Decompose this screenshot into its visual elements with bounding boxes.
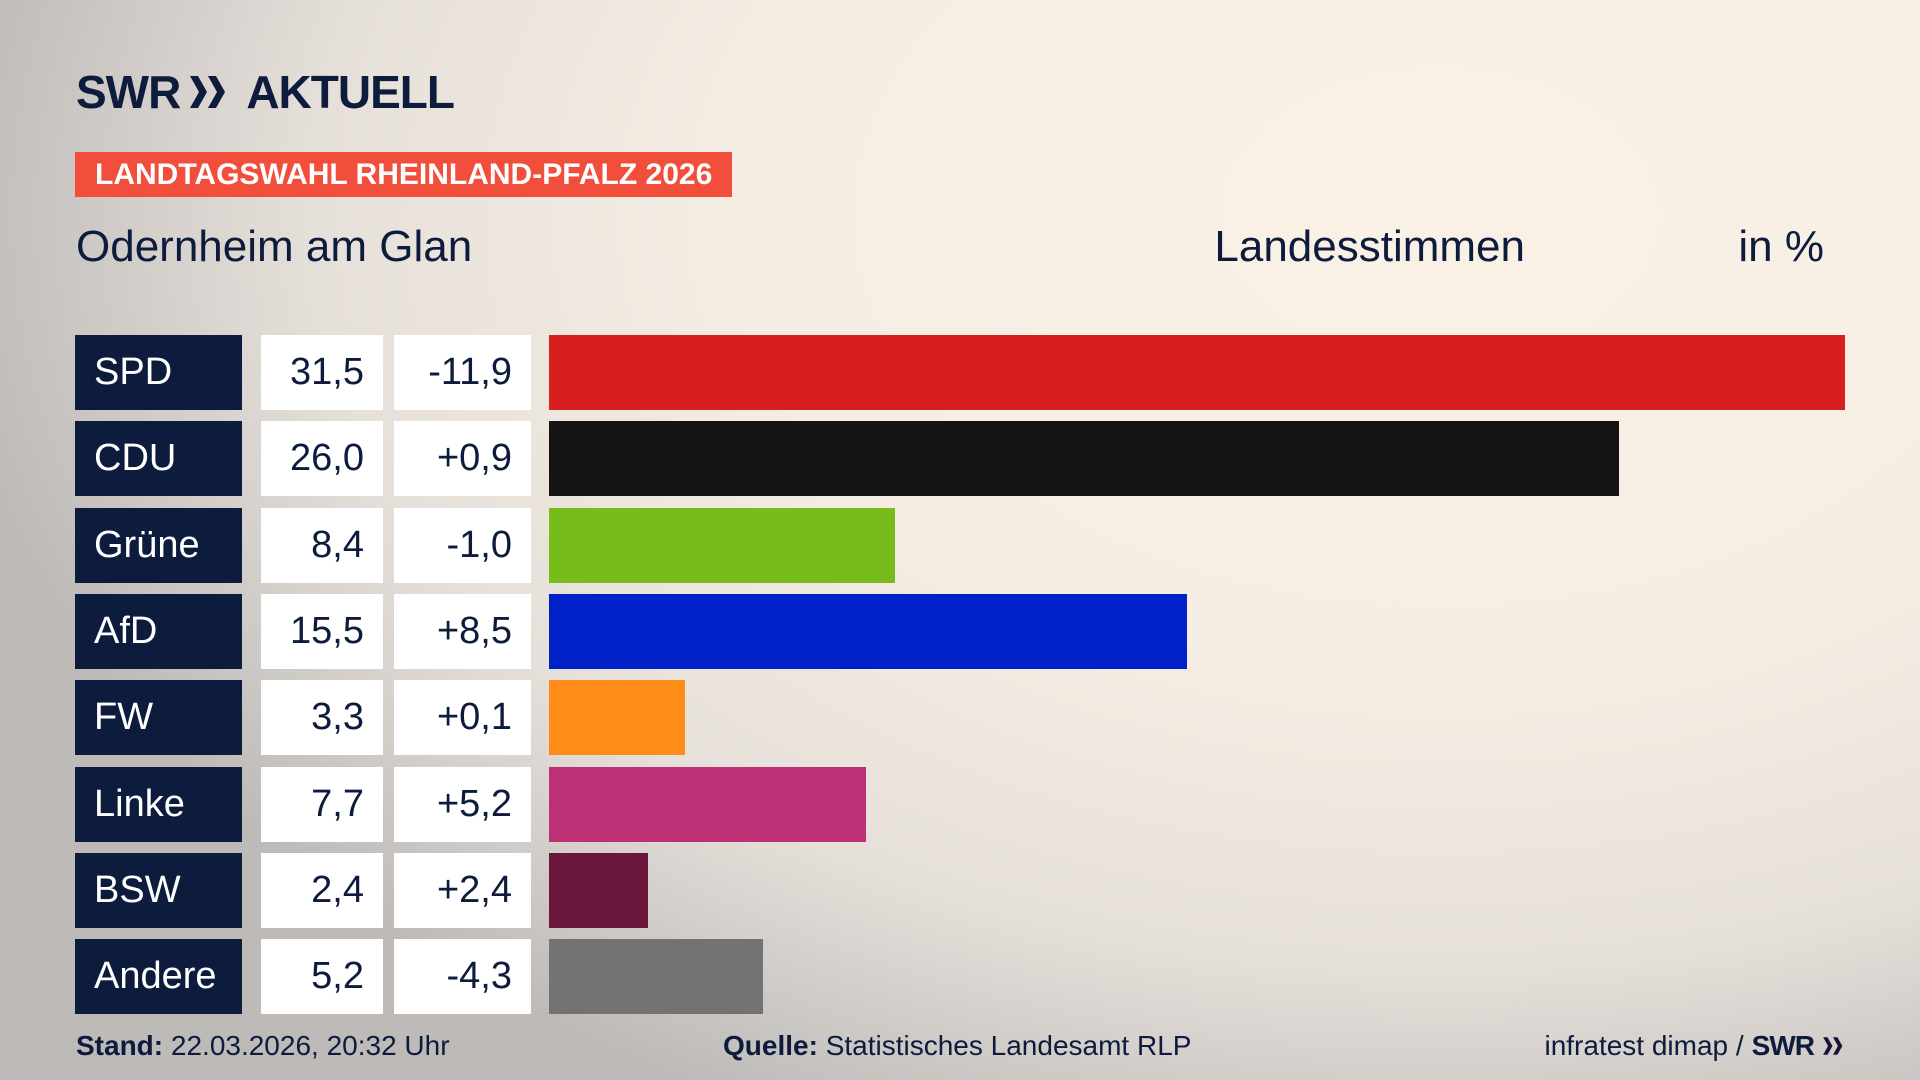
chevrons-icon <box>190 76 226 108</box>
credit: infratest dimap / SWR <box>1544 1030 1844 1062</box>
unit-label: in % <box>1738 222 1824 271</box>
result-row: BSW 2,4 +2,4 <box>0 852 1920 928</box>
party-label: Linke <box>75 766 242 842</box>
diff-label: +0,1 <box>394 680 531 756</box>
result-row: FW 3,3 +0,1 <box>0 680 1920 756</box>
diff-label: -1,0 <box>394 507 531 583</box>
result-row: Linke 7,7 +5,2 <box>0 766 1920 842</box>
chevrons-icon <box>1823 1037 1843 1055</box>
result-row: Grüne 8,4 -1,0 <box>0 507 1920 583</box>
result-row: Andere 5,2 -4,3 <box>0 939 1920 1015</box>
swr-aktuell-logo: SWR AKTUELL <box>76 66 455 118</box>
value-label: 5,2 <box>261 939 383 1015</box>
election-banner: LANDTAGSWAHL RHEINLAND-PFALZ 2026 <box>75 152 733 197</box>
bar-bsw <box>549 852 648 928</box>
source: Quelle: Statistisches Landesamt RLP <box>723 1030 1191 1062</box>
value-label: 8,4 <box>261 507 383 583</box>
credit-text: infratest dimap / <box>1544 1030 1744 1061</box>
swr-logo: SWR <box>1751 1030 1815 1061</box>
stand-label: Stand: <box>76 1030 164 1061</box>
bar-fw <box>549 680 685 756</box>
value-label: 3,3 <box>261 680 383 756</box>
bar-spd <box>549 335 1845 410</box>
source-value: Statistisches Landesamt RLP <box>825 1030 1192 1061</box>
timestamp: Stand: 22.03.2026, 20:32 Uhr <box>76 1030 450 1062</box>
party-label: BSW <box>75 852 242 928</box>
party-label: FW <box>75 680 242 756</box>
value-label: 15,5 <box>261 593 383 669</box>
value-label: 7,7 <box>261 766 383 842</box>
location-title: Odernheim am Glan <box>76 222 473 271</box>
diff-label: -4,3 <box>394 939 531 1015</box>
diff-label: -11,9 <box>394 335 531 410</box>
party-label: Grüne <box>75 507 242 583</box>
bar-linke <box>549 766 866 842</box>
source-label: Quelle: <box>723 1030 818 1061</box>
value-label: 31,5 <box>261 335 383 410</box>
party-label: Andere <box>75 939 242 1015</box>
party-label: SPD <box>75 335 242 410</box>
result-row: SPD 31,5 -11,9 <box>0 335 1920 410</box>
value-label: 26,0 <box>261 421 383 497</box>
party-label: AfD <box>75 593 242 669</box>
measure-label: Landesstimmen <box>1214 222 1525 271</box>
party-label: CDU <box>75 421 242 497</box>
value-label: 2,4 <box>261 852 383 928</box>
diff-label: +2,4 <box>394 852 531 928</box>
diff-label: +8,5 <box>394 593 531 669</box>
bar-afd <box>549 593 1187 669</box>
bar-andere <box>549 939 763 1015</box>
result-row: AfD 15,5 +8,5 <box>0 593 1920 669</box>
stand-value: 22.03.2026, 20:32 Uhr <box>170 1030 450 1061</box>
result-row: CDU 26,0 +0,9 <box>0 421 1920 497</box>
bar-grüne <box>549 507 895 583</box>
diff-label: +5,2 <box>394 766 531 842</box>
bar-cdu <box>549 421 1619 497</box>
diff-label: +0,9 <box>394 421 531 497</box>
